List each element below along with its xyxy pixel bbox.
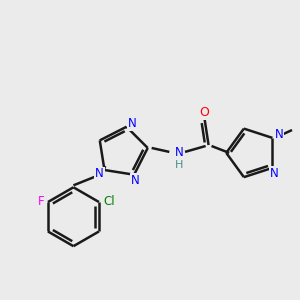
Text: Cl: Cl <box>103 194 115 208</box>
Text: N: N <box>270 167 279 180</box>
Text: F: F <box>38 194 44 208</box>
Text: N: N <box>175 146 184 159</box>
Text: H: H <box>175 160 183 170</box>
Text: N: N <box>128 117 137 130</box>
Text: N: N <box>131 174 140 187</box>
Text: O: O <box>200 106 210 119</box>
Text: N: N <box>275 128 284 141</box>
Text: N: N <box>95 167 104 180</box>
